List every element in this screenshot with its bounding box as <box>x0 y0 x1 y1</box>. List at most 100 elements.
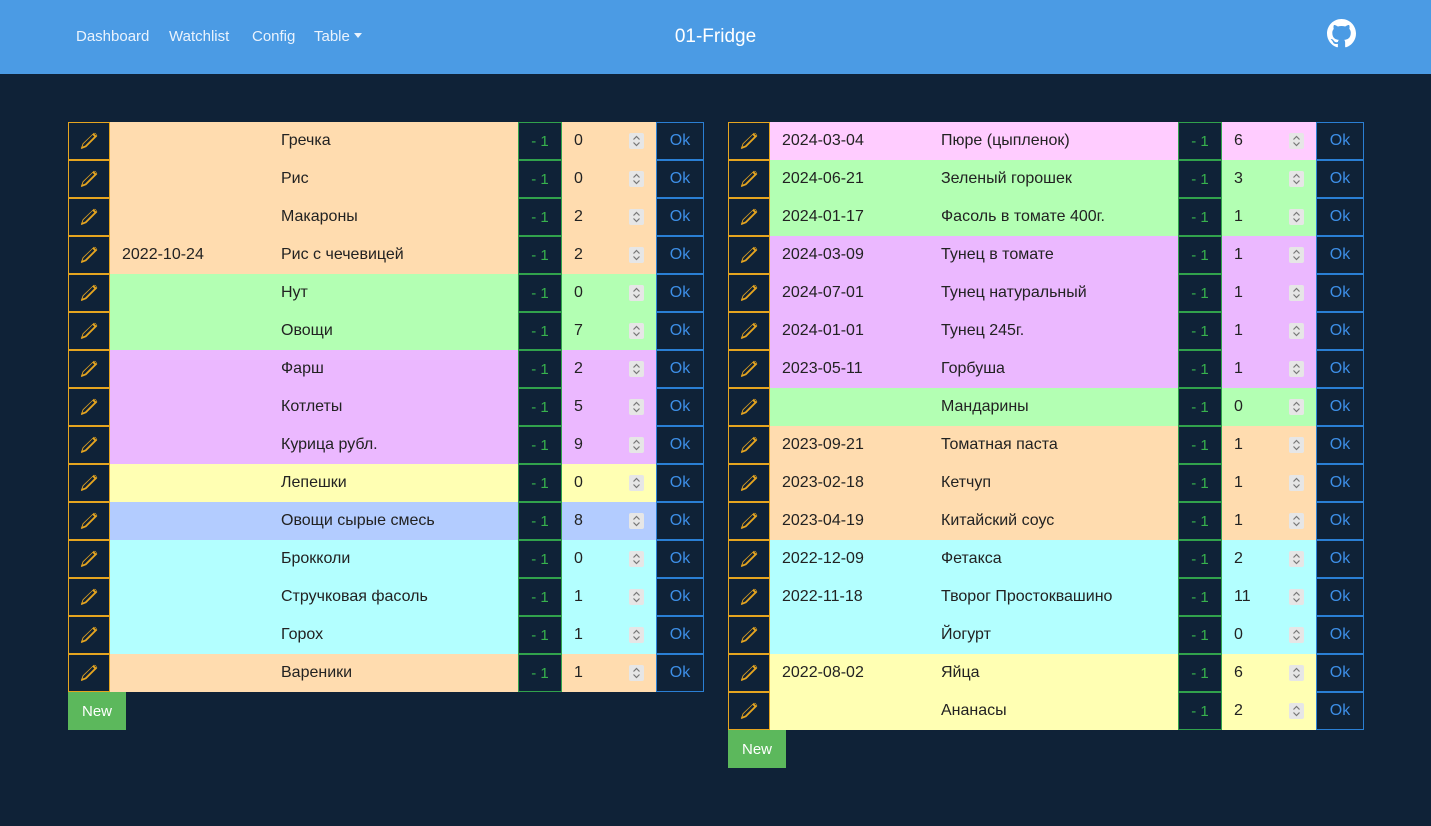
quantity-input[interactable]: 1 <box>1222 464 1318 502</box>
nav-config-link[interactable]: Config <box>252 28 296 45</box>
edit-button[interactable] <box>728 540 770 578</box>
edit-button[interactable] <box>68 122 110 160</box>
chevron-up-down-icon[interactable] <box>1289 247 1304 263</box>
decrement-button[interactable]: - 1 <box>518 388 562 426</box>
edit-button[interactable] <box>728 312 770 350</box>
decrement-button[interactable]: - 1 <box>1178 312 1222 350</box>
edit-button[interactable] <box>68 464 110 502</box>
edit-button[interactable] <box>68 426 110 464</box>
quantity-input[interactable]: 0 <box>562 160 658 198</box>
edit-button[interactable] <box>728 122 770 160</box>
chevron-up-down-icon[interactable] <box>629 285 644 301</box>
chevron-up-down-icon[interactable] <box>1289 437 1304 453</box>
decrement-button[interactable]: - 1 <box>1178 616 1222 654</box>
quantity-input[interactable]: 8 <box>562 502 658 540</box>
new-item-button-right[interactable]: New <box>728 730 786 768</box>
chevron-up-down-icon[interactable] <box>1289 171 1304 187</box>
chevron-up-down-icon[interactable] <box>629 209 644 225</box>
chevron-up-down-icon[interactable] <box>1289 133 1304 149</box>
edit-button[interactable] <box>728 350 770 388</box>
chevron-up-down-icon[interactable] <box>629 133 644 149</box>
decrement-button[interactable]: - 1 <box>518 274 562 312</box>
edit-button[interactable] <box>68 160 110 198</box>
decrement-button[interactable]: - 1 <box>1178 274 1222 312</box>
quantity-input[interactable]: 0 <box>1222 616 1318 654</box>
ok-button[interactable]: Ok <box>656 122 704 160</box>
chevron-up-down-icon[interactable] <box>1289 399 1304 415</box>
quantity-input[interactable]: 11 <box>1222 578 1318 616</box>
ok-button[interactable]: Ok <box>1316 654 1364 692</box>
chevron-up-down-icon[interactable] <box>1289 513 1304 529</box>
chevron-up-down-icon[interactable] <box>1289 285 1304 301</box>
ok-button[interactable]: Ok <box>656 236 704 274</box>
ok-button[interactable]: Ok <box>656 160 704 198</box>
ok-button[interactable]: Ok <box>656 616 704 654</box>
quantity-input[interactable]: 1 <box>1222 274 1318 312</box>
edit-button[interactable] <box>728 654 770 692</box>
chevron-up-down-icon[interactable] <box>1289 703 1304 719</box>
decrement-button[interactable]: - 1 <box>1178 236 1222 274</box>
ok-button[interactable]: Ok <box>1316 160 1364 198</box>
quantity-input[interactable]: 1 <box>1222 312 1318 350</box>
ok-button[interactable]: Ok <box>1316 464 1364 502</box>
decrement-button[interactable]: - 1 <box>518 122 562 160</box>
ok-button[interactable]: Ok <box>656 350 704 388</box>
quantity-input[interactable]: 0 <box>562 540 658 578</box>
ok-button[interactable]: Ok <box>1316 236 1364 274</box>
quantity-input[interactable]: 1 <box>562 654 658 692</box>
edit-button[interactable] <box>68 540 110 578</box>
edit-button[interactable] <box>68 312 110 350</box>
edit-button[interactable] <box>728 274 770 312</box>
chevron-up-down-icon[interactable] <box>629 513 644 529</box>
new-item-button-left[interactable]: New <box>68 692 126 730</box>
nav-watchlist-link[interactable]: Watchlist <box>169 28 230 45</box>
ok-button[interactable]: Ok <box>656 198 704 236</box>
quantity-input[interactable]: 0 <box>562 122 658 160</box>
quantity-input[interactable]: 7 <box>562 312 658 350</box>
chevron-up-down-icon[interactable] <box>629 665 644 681</box>
edit-button[interactable] <box>728 616 770 654</box>
decrement-button[interactable]: - 1 <box>518 236 562 274</box>
decrement-button[interactable]: - 1 <box>1178 502 1222 540</box>
decrement-button[interactable]: - 1 <box>1178 160 1222 198</box>
decrement-button[interactable]: - 1 <box>1178 426 1222 464</box>
decrement-button[interactable]: - 1 <box>518 654 562 692</box>
quantity-input[interactable]: 3 <box>1222 160 1318 198</box>
ok-button[interactable]: Ok <box>656 578 704 616</box>
quantity-input[interactable]: 2 <box>1222 692 1318 730</box>
decrement-button[interactable]: - 1 <box>1178 122 1222 160</box>
quantity-input[interactable]: 2 <box>562 350 658 388</box>
ok-button[interactable]: Ok <box>656 540 704 578</box>
quantity-input[interactable]: 1 <box>1222 198 1318 236</box>
edit-button[interactable] <box>68 502 110 540</box>
decrement-button[interactable]: - 1 <box>1178 654 1222 692</box>
chevron-up-down-icon[interactable] <box>1289 589 1304 605</box>
ok-button[interactable]: Ok <box>656 274 704 312</box>
ok-button[interactable]: Ok <box>1316 578 1364 616</box>
decrement-button[interactable]: - 1 <box>1178 540 1222 578</box>
edit-button[interactable] <box>68 388 110 426</box>
edit-button[interactable] <box>728 464 770 502</box>
quantity-input[interactable]: 1 <box>562 578 658 616</box>
edit-button[interactable] <box>728 388 770 426</box>
ok-button[interactable]: Ok <box>656 312 704 350</box>
quantity-input[interactable]: 5 <box>562 388 658 426</box>
chevron-up-down-icon[interactable] <box>629 361 644 377</box>
chevron-up-down-icon[interactable] <box>1289 665 1304 681</box>
quantity-input[interactable]: 0 <box>562 464 658 502</box>
quantity-input[interactable]: 2 <box>562 236 658 274</box>
chevron-up-down-icon[interactable] <box>1289 475 1304 491</box>
decrement-button[interactable]: - 1 <box>518 426 562 464</box>
edit-button[interactable] <box>728 502 770 540</box>
quantity-input[interactable]: 0 <box>1222 388 1318 426</box>
edit-button[interactable] <box>728 236 770 274</box>
chevron-up-down-icon[interactable] <box>629 247 644 263</box>
quantity-input[interactable]: 2 <box>1222 540 1318 578</box>
edit-button[interactable] <box>728 692 770 730</box>
quantity-input[interactable]: 0 <box>562 274 658 312</box>
decrement-button[interactable]: - 1 <box>1178 350 1222 388</box>
ok-button[interactable]: Ok <box>656 464 704 502</box>
edit-button[interactable] <box>68 578 110 616</box>
chevron-up-down-icon[interactable] <box>1289 627 1304 643</box>
chevron-up-down-icon[interactable] <box>629 627 644 643</box>
